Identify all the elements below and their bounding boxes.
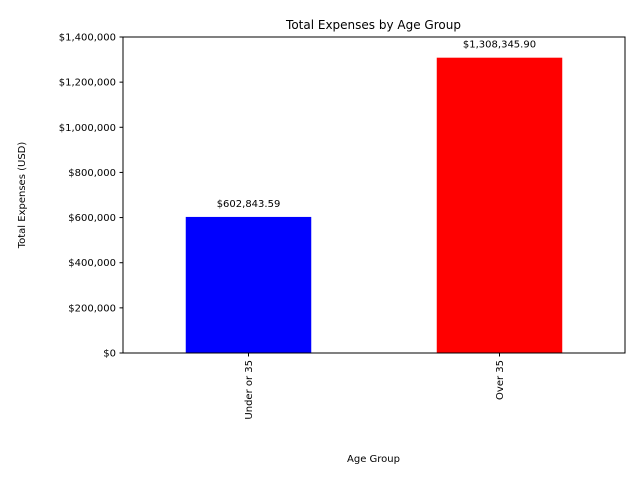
- data-label-2: $1,308,345.90: [463, 40, 536, 51]
- x-tick-label: Over 35: [495, 360, 506, 400]
- chart-title: Total Expenses by Age Group: [285, 18, 461, 32]
- data-labels-group: $602,843.59 $1,308,345.90: [217, 40, 536, 210]
- data-label-1: $602,843.59: [217, 199, 281, 210]
- x-tick-label: Under or 35: [244, 360, 255, 420]
- y-tick-label: $600,000: [68, 213, 116, 224]
- bars-group: [185, 57, 563, 353]
- x-axis-label: Age Group: [347, 454, 400, 465]
- plot-frame: [122, 36, 626, 354]
- y-tick-label: $1,200,000: [59, 78, 116, 89]
- y-tick-label: $1,000,000: [59, 123, 116, 134]
- y-tick-label: $800,000: [68, 168, 116, 179]
- bar-2: [436, 57, 563, 353]
- y-tick-label: $1,400,000: [59, 33, 116, 44]
- bar-1: [185, 216, 312, 353]
- y-tick-label: $0: [103, 349, 116, 360]
- y-axis-label: Total Expenses (USD): [17, 142, 28, 250]
- x-axis: Under or 35 Over 35: [244, 353, 506, 420]
- y-axis: $0 $200,000 $400,000 $600,000 $800,000 $1,000…: [59, 33, 123, 360]
- y-tick-label: $200,000: [68, 303, 116, 314]
- y-tick-label: $400,000: [68, 258, 116, 269]
